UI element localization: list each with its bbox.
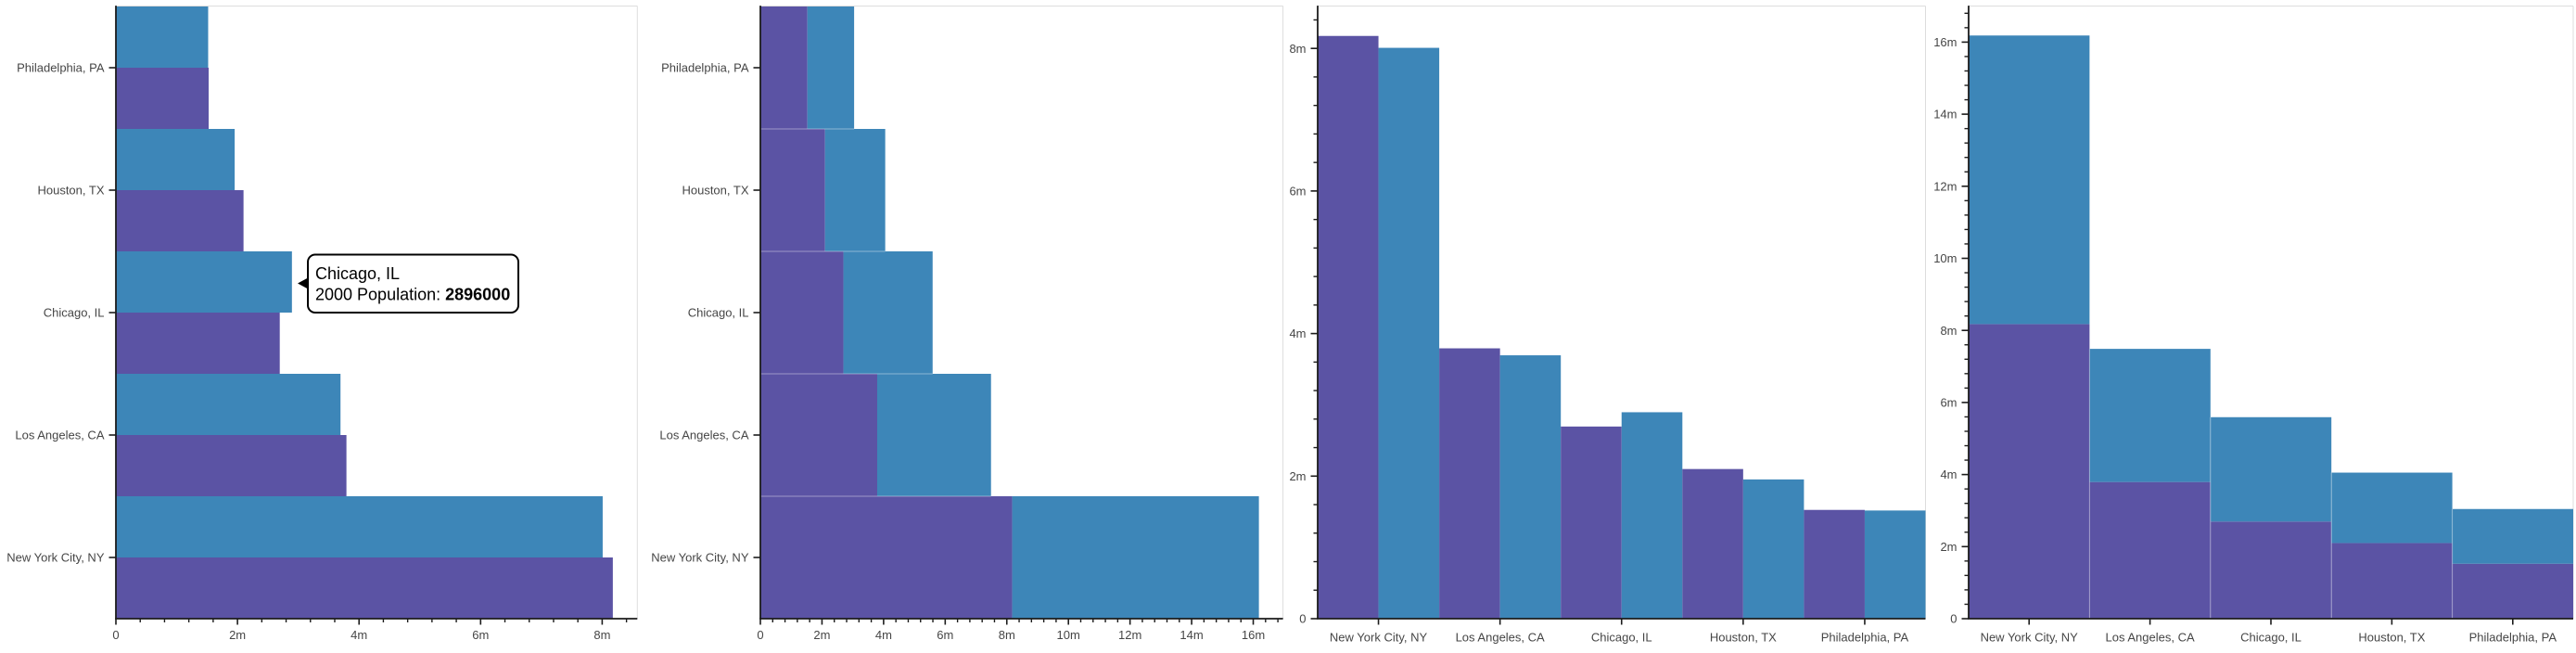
svg-text:4m: 4m (875, 628, 892, 642)
svg-text:4m: 4m (351, 628, 367, 642)
svg-text:0: 0 (112, 628, 119, 642)
svg-text:14m: 14m (1933, 108, 1957, 122)
svg-text:Chicago, IL: Chicago, IL (688, 306, 749, 320)
svg-text:16m: 16m (1242, 628, 1265, 642)
svg-text:10m: 10m (1933, 251, 1957, 265)
svg-text:Houston, TX: Houston, TX (1710, 631, 1777, 645)
svg-text:6m: 6m (472, 628, 489, 642)
svg-text:New York City, NY: New York City, NY (651, 551, 749, 565)
svg-text:8m: 8m (1289, 42, 1306, 56)
svg-text:4m: 4m (1940, 467, 1957, 481)
svg-text:Chicago, IL: Chicago, IL (1591, 631, 1652, 645)
svg-text:2m: 2m (1289, 469, 1306, 483)
svg-text:0: 0 (1299, 612, 1306, 626)
svg-text:2m: 2m (1940, 540, 1957, 554)
svg-text:Los Angeles, CA: Los Angeles, CA (659, 429, 748, 442)
svg-text:8m: 8m (593, 628, 610, 642)
svg-text:14m: 14m (1180, 628, 1203, 642)
svg-text:6m: 6m (1289, 185, 1306, 198)
svg-text:8m: 8m (999, 628, 1015, 642)
svg-text:Los Angeles, CA: Los Angeles, CA (1456, 631, 1545, 645)
svg-text:0: 0 (1950, 612, 1957, 626)
svg-text:Houston, TX: Houston, TX (682, 184, 748, 198)
svg-text:Los Angeles, CA: Los Angeles, CA (2106, 631, 2195, 645)
svg-text:New York City, NY: New York City, NY (1981, 631, 2079, 645)
svg-text:6m: 6m (937, 628, 953, 642)
svg-text:2m: 2m (229, 628, 246, 642)
svg-text:12m: 12m (1118, 628, 1141, 642)
svg-text:12m: 12m (1933, 179, 1957, 193)
svg-text:New York City, NY: New York City, NY (6, 551, 105, 565)
svg-text:Chicago, IL: Chicago, IL (2240, 631, 2302, 645)
svg-text:2m: 2m (813, 628, 830, 642)
svg-text:Chicago, IL: Chicago, IL (315, 264, 400, 283)
svg-text:Houston, TX: Houston, TX (2358, 631, 2425, 645)
svg-text:10m: 10m (1057, 628, 1080, 642)
svg-text:Los Angeles, CA: Los Angeles, CA (15, 429, 104, 442)
svg-text:Philadelphia, PA: Philadelphia, PA (661, 61, 749, 75)
svg-text:Chicago, IL: Chicago, IL (44, 306, 105, 320)
svg-text:0: 0 (757, 628, 763, 642)
svg-text:4m: 4m (1289, 326, 1306, 340)
svg-text:Philadelphia, PA: Philadelphia, PA (1821, 631, 1909, 645)
svg-text:Philadelphia, PA: Philadelphia, PA (2469, 631, 2557, 645)
svg-text:2000 Population: 2896000: 2000 Population: 2896000 (315, 286, 510, 304)
svg-text:Philadelphia, PA: Philadelphia, PA (17, 61, 105, 75)
svg-text:8m: 8m (1940, 324, 1957, 338)
svg-text:New York City, NY: New York City, NY (1330, 631, 1428, 645)
svg-text:6m: 6m (1940, 396, 1957, 410)
svg-text:16m: 16m (1933, 35, 1957, 49)
svg-text:Houston, TX: Houston, TX (37, 184, 104, 198)
